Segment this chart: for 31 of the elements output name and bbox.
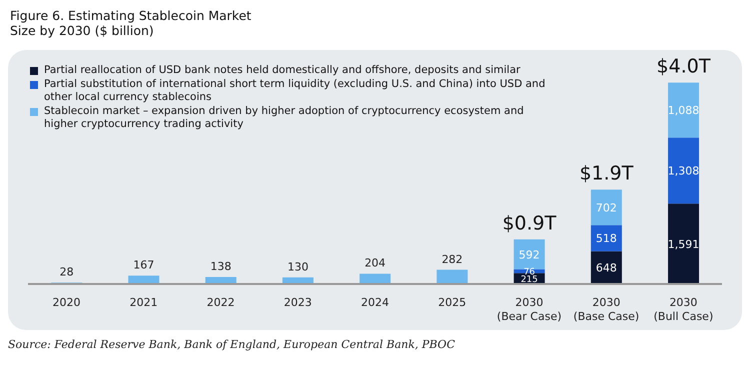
data-label: 167	[133, 258, 154, 272]
data-label: 702	[596, 201, 617, 214]
x-tick-label: 2021	[130, 296, 158, 309]
data-label: 28	[60, 266, 74, 279]
data-label: 215	[520, 274, 538, 285]
x-tick-label: 2030 (Bear Case)	[496, 296, 562, 323]
legend-label: Stablecoin market – expansion driven by higher adoption of cryptocurrency ecosystem and higher cryptocurrency trading activity	[44, 105, 525, 131]
total-label: $0.9T	[502, 212, 557, 234]
data-label: 1,308	[668, 164, 700, 178]
total-label: $1.9T	[579, 162, 634, 185]
x-tick-label: 2030 (Base Case)	[573, 296, 640, 323]
data-label: 204	[364, 256, 386, 270]
x-tick-label: 2023	[284, 296, 312, 309]
total-label: $4.0T	[656, 56, 711, 78]
x-tick-label: 2020	[52, 296, 81, 309]
legend-label: Partial reallocation of USD bank notes held domestically and offshore, deposits and similar	[44, 64, 520, 77]
data-label: 592	[518, 248, 540, 262]
data-label: 1,088	[668, 104, 700, 118]
x-tick-label: 2022	[206, 296, 235, 309]
data-label: 518	[596, 232, 617, 246]
x-tick-label: 2030 (Bull Case)	[654, 296, 714, 323]
x-tick-label: 2025	[438, 296, 466, 309]
legend-label: Partial substitution of international short term liquidity (excluding U.S. and China) into USD and other local currency stablecoins	[44, 78, 546, 104]
chart-title: Figure 6. Estimating Stablecoin Market Size by 2030 ($ billion)	[10, 8, 252, 38]
data-label: 130	[287, 260, 308, 274]
data-label: 648	[596, 262, 617, 275]
data-label: 138	[210, 260, 232, 274]
data-label: 1,591	[668, 238, 700, 251]
data-label: 282	[442, 252, 463, 266]
source-note: Source: Federal Reserve Bank, Bank of England, European Central Bank, PBOC	[8, 338, 456, 351]
x-tick-label: 2024	[361, 296, 389, 309]
